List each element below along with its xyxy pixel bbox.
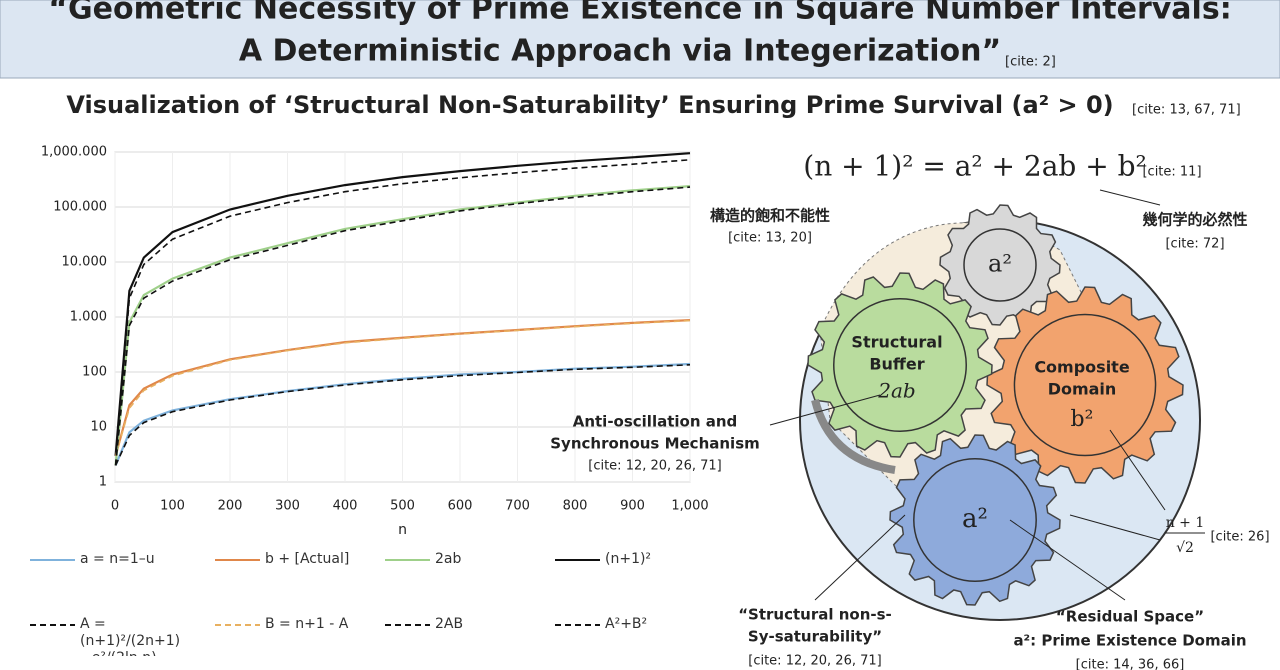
diagram-label: [cite: 72] [1165, 237, 1224, 252]
diagram-label: a²: Prime Existence Domain [1013, 632, 1246, 650]
diagram-label: [cite: 26] [1210, 530, 1269, 545]
diagram-label: b² [1071, 407, 1094, 432]
diagram-label: 2ab [877, 379, 915, 403]
y-tick-label: 100 [82, 365, 107, 380]
series-line [114, 319, 691, 457]
diagram-label: [cite: 11] [1142, 165, 1201, 180]
gear-inner [913, 458, 1037, 582]
x-tick-label: 200 [218, 499, 243, 514]
legend-entry: (n+1)² [605, 551, 652, 567]
diagram-label: 幾何学的必然性 [1142, 211, 1247, 229]
diagram-label: Buffer [869, 355, 924, 374]
diagram-label: Domain [1048, 380, 1117, 399]
diagram-label: [cite: 12, 20, 26, 71] [588, 459, 721, 474]
x-tick-label: 500 [390, 499, 415, 514]
x-tick-label: 300 [275, 499, 300, 514]
x-tick-label: 100 [160, 499, 185, 514]
legend-label: B = n+1 - A [265, 616, 349, 632]
legend-entry: 2AB [435, 616, 464, 632]
legend-entry: B = n+1 - A [265, 616, 349, 632]
x-tick-label: 400 [333, 499, 358, 514]
gear-inner [1013, 313, 1157, 457]
y-tick-label: 1,000.000 [41, 145, 107, 160]
x-axis-label: n [398, 522, 407, 538]
legend-label: (n+1)² [605, 551, 652, 567]
legend-label: A²+B² [605, 616, 648, 632]
legend-label: b + [Actual] [265, 551, 350, 567]
title-box [0, 0, 1280, 79]
x-tick-label: 800 [563, 499, 588, 514]
diagram-label: 構造的飽和不能性 [710, 207, 830, 225]
diagram-label: Sy-saturability” [748, 628, 882, 646]
legend-entry: 2ab [435, 551, 462, 567]
diagram-label: Structural [851, 333, 942, 352]
diagram-label: n + 1 [1166, 515, 1205, 531]
series-line [114, 364, 691, 466]
leader-line [1069, 514, 1161, 541]
title: “Geometric Necessity of Prime Existence … [48, 0, 1231, 27]
legend-entry: A = (n+1)²/(2n+1) −e²/(2ln n) [80, 616, 181, 656]
legend-label: A = (n+1)²/(2n+1) −e²/(2ln n) [80, 616, 181, 656]
series-line [114, 186, 691, 466]
diagram-label: Composite [1034, 358, 1130, 377]
diagram [769, 189, 1205, 621]
series-line [114, 159, 691, 466]
diagram-label: (n + 1)² = a² + 2ab + b² [803, 150, 1146, 183]
diagram-label: “Structural non-s- [738, 606, 892, 624]
y-tick-label: 1 [99, 475, 107, 490]
diagram-label: [cite: 14, 36, 66] [1076, 658, 1185, 670]
subtitle: Visualization of ‘Structural Non-Saturab… [66, 91, 1113, 119]
y-tick-label: 10 [90, 420, 107, 435]
leader-line [1109, 429, 1166, 511]
legend-label: 2AB [435, 616, 464, 632]
y-tick-label: 1.000 [70, 310, 107, 325]
leader-line [814, 514, 906, 601]
diagram-label: Synchronous Mechanism [550, 435, 760, 453]
leader-line [769, 394, 881, 426]
diagram-label: √2 [1176, 540, 1194, 556]
y-tick-label: 100.000 [53, 200, 107, 215]
diagram-label: Anti-oscillation and [573, 413, 738, 431]
x-tick-label: 0 [111, 499, 119, 514]
legend-entry: A²+B² [605, 616, 648, 632]
title-cite: [cite: 2] [1005, 55, 1056, 70]
diagram-label: a² [988, 250, 1012, 278]
x-tick-label: 700 [505, 499, 530, 514]
series-line [114, 185, 691, 466]
diagram-label: “Residual Space” [1056, 608, 1204, 626]
legend-entry: a = n=1–u [80, 551, 155, 567]
x-tick-label: 1,000 [671, 499, 708, 514]
x-tick-label: 600 [448, 499, 473, 514]
subtitle-cite: [cite: 13, 67, 71] [1132, 103, 1241, 118]
legend-label: a = n=1–u [80, 551, 155, 567]
legend-entry: b + [Actual] [265, 551, 350, 567]
leader-line [1009, 519, 1126, 601]
x-tick-label: 900 [620, 499, 645, 514]
series-line [114, 362, 691, 466]
diagram-label: [cite: 13, 20] [728, 231, 812, 246]
title: A Deterministic Approach via Integerizat… [239, 34, 1001, 69]
diagram-label: [cite: 12, 20, 26, 71] [748, 654, 881, 669]
gear-inner [963, 228, 1037, 302]
legend-label: 2ab [435, 551, 462, 567]
y-tick-label: 10.000 [62, 255, 108, 270]
leader-line [1099, 189, 1161, 206]
diagram-label: a² [962, 504, 988, 534]
series-line [114, 152, 691, 456]
